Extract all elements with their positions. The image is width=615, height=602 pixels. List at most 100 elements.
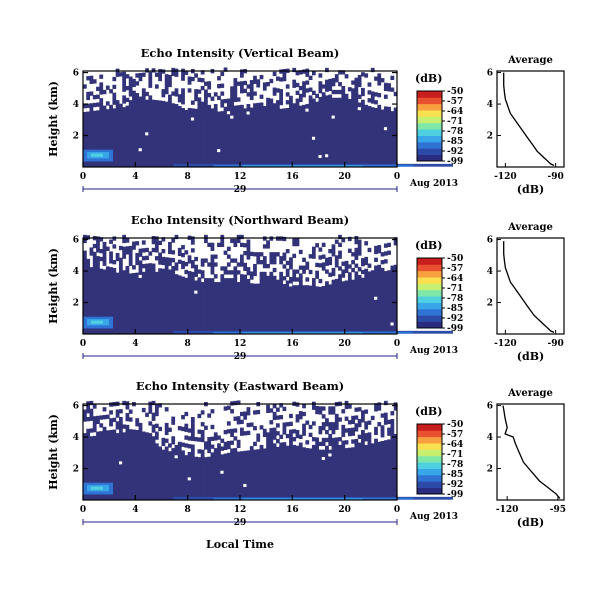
echo-cell [220, 234, 225, 240]
echo-cell [341, 444, 346, 449]
panel-0: Echo Intensity (Vertical Beam)246Height … [47, 46, 565, 196]
echo-cell [266, 101, 270, 106]
colorbar-swatch [417, 283, 442, 291]
echo-cell [361, 418, 365, 423]
echo-cell [341, 85, 346, 91]
echo-cell [168, 451, 172, 500]
echo-cell [347, 428, 352, 433]
echo-cell [141, 100, 146, 167]
echo-cell [89, 436, 94, 500]
echo-cell [145, 91, 149, 97]
echo-cell [347, 236, 352, 242]
echo-cell [262, 263, 267, 269]
echo-cell [118, 107, 123, 167]
average-x-tick-label: -95 [550, 505, 566, 515]
echo-cell [289, 429, 293, 434]
echo-cell [347, 264, 352, 269]
echo-cell [204, 101, 208, 106]
colorbar-tick-label: -57 [447, 430, 463, 440]
echo-cell [236, 262, 241, 267]
echo-cell [200, 449, 205, 454]
echo-cell [285, 272, 290, 277]
echo-cell [148, 83, 153, 88]
echo-cell [197, 437, 202, 442]
echo-cell [174, 234, 179, 240]
echo-cell [164, 422, 169, 428]
echo-cell [243, 415, 248, 420]
echo-cell [321, 92, 326, 97]
echo-cell [383, 110, 388, 167]
echo-cell [96, 419, 100, 425]
echo-cell [308, 432, 313, 438]
echo-cell [132, 273, 136, 334]
echo-cell [171, 420, 176, 425]
echo-cell [383, 416, 388, 421]
echo-cell [200, 70, 205, 75]
echo-cell [321, 414, 326, 419]
echo-cell [246, 278, 251, 284]
echo-cell [347, 248, 352, 253]
echo-gap [220, 470, 224, 474]
echo-cell [118, 269, 123, 274]
echo-cell [236, 270, 241, 275]
echo-cell [308, 254, 313, 259]
echo-cell [187, 428, 192, 433]
echo-cell [279, 89, 284, 94]
echo-cell [184, 250, 189, 255]
echo-cell [151, 99, 156, 167]
echo-cell [298, 411, 303, 416]
echo-cell [96, 260, 100, 265]
echo-cell [380, 413, 385, 418]
echo-cell [354, 279, 359, 334]
colorbar-swatch [417, 289, 442, 297]
echo-cell [325, 449, 329, 500]
echo-cell [282, 446, 287, 500]
echo-cell [83, 413, 87, 418]
y-tick-label: 6 [73, 236, 79, 246]
echo-cell [328, 78, 333, 84]
echo-cell [112, 433, 117, 500]
echo-cell [115, 107, 120, 167]
echo-cell [334, 78, 339, 83]
echo-cell [259, 106, 264, 167]
echo-cell [190, 240, 195, 245]
echo-cell [266, 82, 270, 87]
echo-cell [354, 251, 359, 257]
echo-cell [168, 261, 172, 266]
echo-cell [168, 78, 172, 84]
echo-cell [243, 278, 248, 283]
echo-cell [361, 410, 365, 415]
echo-cell [321, 422, 326, 427]
echo-cell [315, 441, 319, 446]
echo-cell [207, 81, 212, 86]
echo-cell [187, 107, 192, 113]
echo-cell [171, 440, 176, 445]
colorbar-tick-label: -85 [447, 470, 463, 480]
echo-cell [315, 262, 319, 268]
echo-cell [240, 278, 244, 283]
echo-cell [292, 107, 297, 167]
echo-cell [305, 420, 310, 425]
echo-cell [161, 268, 166, 273]
echo-cell [210, 246, 215, 251]
echo-cell [364, 73, 369, 78]
echo-cell [249, 450, 254, 500]
echo-cell [354, 427, 359, 432]
echo-cell [338, 234, 342, 240]
echo-cell [354, 77, 359, 82]
echo-cell [383, 271, 388, 334]
echo-cell [240, 431, 244, 436]
echo-cell [233, 400, 238, 406]
echo-cell [272, 447, 277, 500]
echo-cell [125, 238, 130, 243]
echo-cell [132, 98, 136, 103]
echo-cell [122, 432, 127, 500]
echo-cell [220, 446, 225, 451]
echo-cell [374, 403, 378, 408]
echo-cell [118, 416, 123, 422]
colorbar-tick-label: -71 [447, 284, 463, 294]
echo-cell [125, 416, 130, 422]
echo-cell [387, 83, 391, 88]
echo-cell [171, 250, 176, 255]
echo-cell [269, 431, 274, 437]
